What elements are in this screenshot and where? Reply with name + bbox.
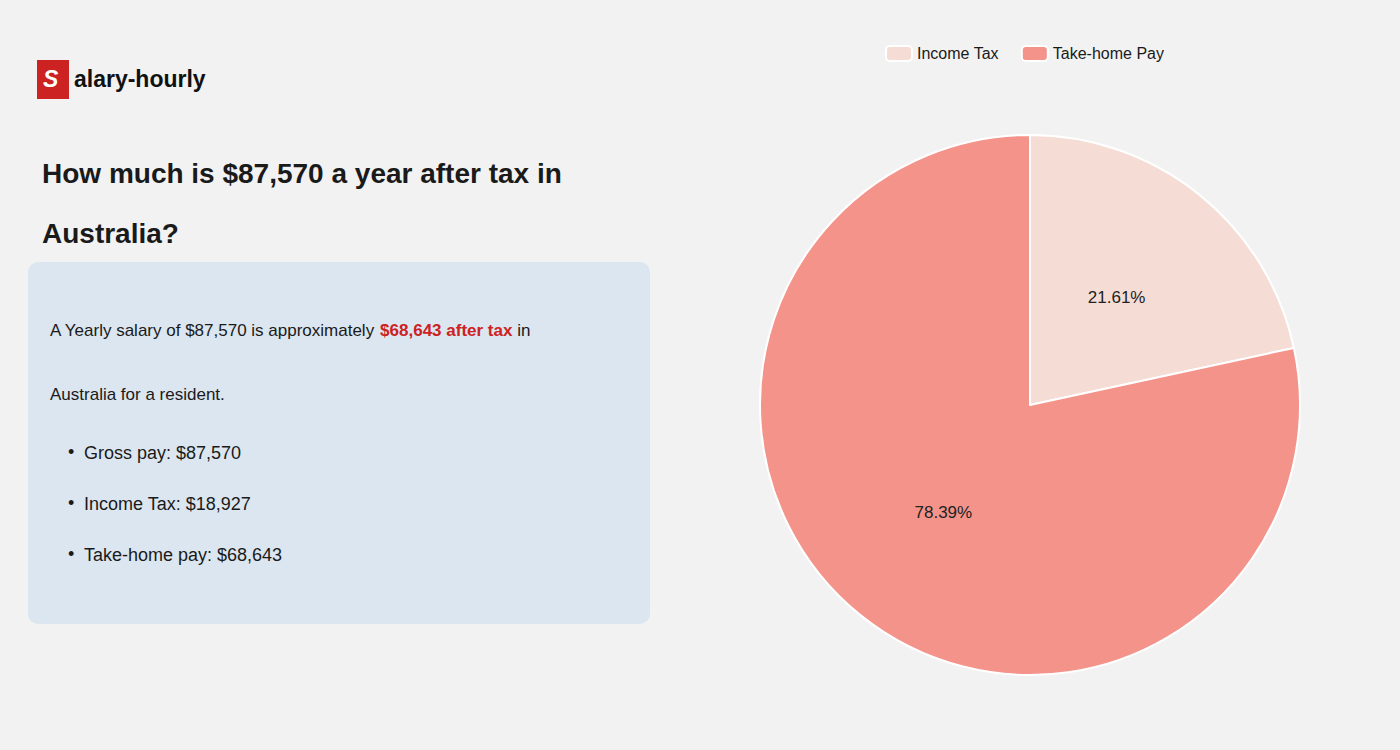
svg-text:Income Tax: $18,927: Income Tax: $18,927 bbox=[84, 494, 251, 514]
svg-text:78.39%: 78.39% bbox=[915, 503, 973, 522]
svg-text:A Yearly salary of $87,570 is: A Yearly salary of $87,570 is approximat… bbox=[50, 321, 379, 340]
svg-text:Gross pay: $87,570: Gross pay: $87,570 bbox=[84, 443, 241, 463]
svg-text:•: • bbox=[68, 544, 74, 564]
svg-text:21.61%: 21.61% bbox=[1088, 288, 1146, 307]
svg-text:Australia for a resident.: Australia for a resident. bbox=[50, 385, 225, 404]
svg-text:S: S bbox=[43, 66, 59, 92]
svg-text:Take-home Pay: Take-home Pay bbox=[1053, 45, 1164, 62]
svg-text:•: • bbox=[68, 493, 74, 513]
svg-text:Take-home pay: $68,643: Take-home pay: $68,643 bbox=[84, 545, 282, 565]
svg-text:How much is $87,570 a year aft: How much is $87,570 a year after tax in bbox=[42, 158, 562, 189]
svg-text:in: in bbox=[512, 321, 530, 340]
svg-text:Australia?: Australia? bbox=[42, 218, 179, 249]
svg-text:Income Tax: Income Tax bbox=[917, 45, 999, 62]
svg-text:alary-hourly: alary-hourly bbox=[74, 66, 206, 92]
svg-text:•: • bbox=[68, 442, 74, 462]
svg-text:$68,643 after tax: $68,643 after tax bbox=[380, 321, 513, 340]
